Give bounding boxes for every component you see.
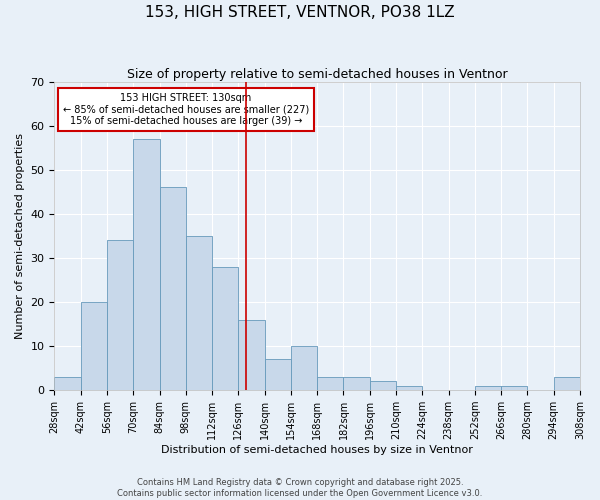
Bar — [160, 188, 186, 390]
Bar — [396, 386, 422, 390]
Text: 153, HIGH STREET, VENTNOR, PO38 1LZ: 153, HIGH STREET, VENTNOR, PO38 1LZ — [145, 5, 455, 20]
Bar — [501, 386, 527, 390]
Y-axis label: Number of semi-detached properties: Number of semi-detached properties — [15, 133, 25, 339]
Bar — [212, 267, 238, 390]
X-axis label: Distribution of semi-detached houses by size in Ventnor: Distribution of semi-detached houses by … — [161, 445, 473, 455]
Bar — [265, 360, 291, 390]
Bar — [291, 346, 317, 390]
Bar — [554, 377, 580, 390]
Bar — [238, 320, 265, 390]
Bar — [55, 377, 80, 390]
Title: Size of property relative to semi-detached houses in Ventnor: Size of property relative to semi-detach… — [127, 68, 508, 80]
Bar — [317, 377, 343, 390]
Bar — [186, 236, 212, 390]
Text: Contains HM Land Registry data © Crown copyright and database right 2025.
Contai: Contains HM Land Registry data © Crown c… — [118, 478, 482, 498]
Bar — [370, 382, 396, 390]
Bar — [343, 377, 370, 390]
Bar — [107, 240, 133, 390]
Bar — [133, 139, 160, 390]
Text: 153 HIGH STREET: 130sqm
← 85% of semi-detached houses are smaller (227)
15% of s: 153 HIGH STREET: 130sqm ← 85% of semi-de… — [62, 92, 309, 126]
Bar — [80, 302, 107, 390]
Bar — [475, 386, 501, 390]
